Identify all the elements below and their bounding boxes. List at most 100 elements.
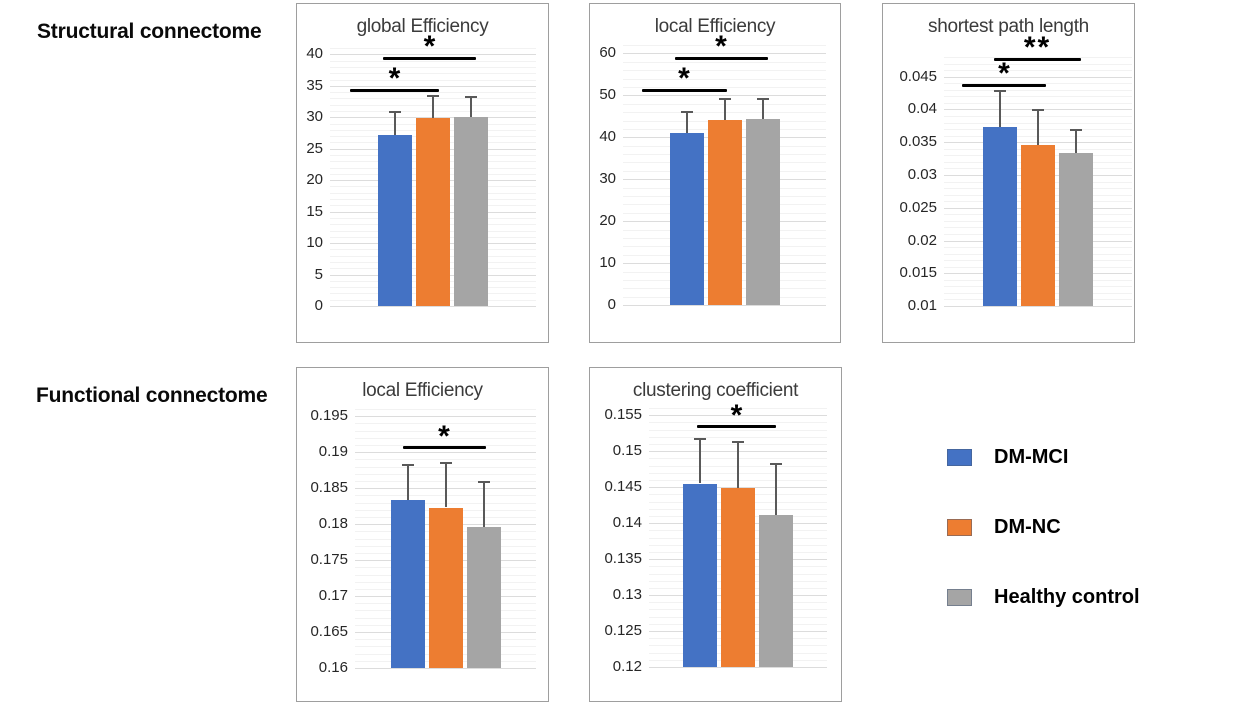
- error-bar: [999, 89, 1001, 128]
- gridline: [623, 53, 826, 55]
- chart-title: global Efficiency: [356, 16, 489, 37]
- bar-dm-mci: [983, 127, 1017, 306]
- bar-dm-mci: [669, 133, 704, 305]
- bar-dm-nc: [707, 119, 742, 305]
- significance-stars: *: [423, 30, 436, 64]
- gridline: [355, 423, 536, 425]
- gridline: [330, 306, 536, 307]
- significance-line: [994, 57, 1081, 61]
- significance-line: [350, 88, 439, 92]
- gridline: [355, 416, 536, 418]
- significance-stars: *: [388, 62, 401, 96]
- significance-stars: **: [1023, 31, 1052, 64]
- error-bar: [470, 95, 472, 118]
- gridline: [649, 667, 827, 668]
- y-tick-label: 0: [607, 296, 616, 313]
- y-tick-label: 0.12: [612, 658, 642, 675]
- error-bar-cap: [427, 94, 439, 97]
- significance-stars: *: [438, 419, 450, 453]
- error-bar: [761, 98, 764, 120]
- chart-panel-functional-clustering-coefficient: clustering coefficient * 0.12 0.125 0.13 0.1…: [589, 367, 842, 702]
- significance-line: [674, 56, 768, 60]
- chart-panel-structural-shortest-path-length: shortest path length * ** 0.01 0.015 0.02 0.0…: [882, 3, 1135, 343]
- legend-swatch-healthy-control: [947, 589, 972, 606]
- error-bar: [1037, 109, 1039, 145]
- error-bar-cap: [994, 89, 1006, 92]
- bar-healthy-control: [759, 515, 793, 667]
- significance-line: [402, 446, 486, 450]
- gridline: [944, 89, 1132, 91]
- error-bar-cap: [694, 438, 706, 441]
- error-bar: [723, 98, 726, 120]
- error-bar: [432, 94, 434, 118]
- chart-title: clustering coefficient: [632, 380, 799, 401]
- bar-dm-nc: [416, 117, 450, 306]
- gridline: [355, 437, 536, 439]
- error-bar: [775, 462, 777, 516]
- gridline: [355, 430, 536, 432]
- error-bar: [482, 480, 485, 527]
- y-tick-label: 0.19: [318, 443, 348, 461]
- error-bar: [1075, 129, 1077, 153]
- gridline: [623, 61, 826, 63]
- plot-area: * **: [944, 33, 1132, 307]
- y-tick-label: 0.125: [604, 622, 642, 639]
- gridline: [623, 70, 826, 72]
- error-bar-cap: [756, 98, 769, 101]
- significance-stars: *: [678, 62, 690, 96]
- gridline: [649, 436, 827, 438]
- gridline: [355, 445, 536, 446]
- y-tick-label: 0.145: [604, 478, 642, 496]
- gridline: [649, 422, 827, 424]
- bar-healthy-control: [1059, 152, 1093, 306]
- significance-stars: *: [715, 30, 727, 63]
- significance-line: [697, 425, 776, 429]
- significance-line: [383, 56, 476, 60]
- y-tick-label: 0.15: [612, 442, 642, 460]
- y-tick-label: 0.135: [604, 550, 642, 568]
- gridline: [623, 45, 826, 46]
- y-tick-label: 35: [306, 76, 323, 94]
- error-bar: [737, 441, 739, 488]
- bar-dm-mci: [683, 483, 717, 667]
- y-tick-label: 30: [306, 108, 323, 126]
- gridline: [330, 60, 536, 62]
- gridline: [944, 102, 1132, 104]
- y-tick-label: 40: [306, 45, 323, 63]
- significance-stars: *: [730, 398, 743, 432]
- legend-swatch-dm-nc: [947, 519, 972, 536]
- chart-title: local Efficiency: [362, 380, 483, 401]
- gridline: [330, 66, 536, 68]
- chart-title: shortest path length: [928, 16, 1089, 37]
- error-bar: [406, 464, 409, 501]
- plot-area: * *: [330, 32, 536, 307]
- y-tick-label: 0: [314, 297, 323, 314]
- legend-label: Healthy control: [994, 586, 1140, 608]
- y-tick-label: 0.01: [907, 297, 937, 314]
- y-tick-label: 25: [306, 139, 323, 157]
- plot-area: *: [649, 400, 827, 668]
- gridline: [623, 305, 826, 306]
- error-bar: [444, 462, 447, 508]
- y-tick-label: 40: [599, 128, 616, 146]
- gridline: [330, 92, 536, 93]
- y-tick-label: 30: [599, 170, 616, 188]
- chart-panel-structural-local-efficiency: local Efficiency * * 0 10 20 30 40 50 60: [589, 3, 841, 343]
- y-tick-label: 0.17: [318, 587, 348, 605]
- gridline: [944, 63, 1132, 65]
- bar-dm-mci: [390, 500, 425, 668]
- y-tick-label: 50: [599, 86, 616, 104]
- y-tick-label: 0.155: [604, 406, 642, 424]
- error-bar-cap: [732, 441, 744, 444]
- bar-healthy-control: [745, 119, 780, 305]
- row-label-structural-connectome: Structural connectome: [37, 20, 262, 43]
- y-tick-label: 10: [306, 234, 323, 252]
- error-bar: [699, 438, 701, 484]
- y-tick-label: 0.16: [318, 659, 348, 676]
- gridline: [623, 95, 826, 97]
- gridline: [944, 96, 1132, 98]
- gridline: [330, 79, 536, 81]
- error-bar-cap: [718, 98, 731, 101]
- error-bar-cap: [389, 110, 401, 113]
